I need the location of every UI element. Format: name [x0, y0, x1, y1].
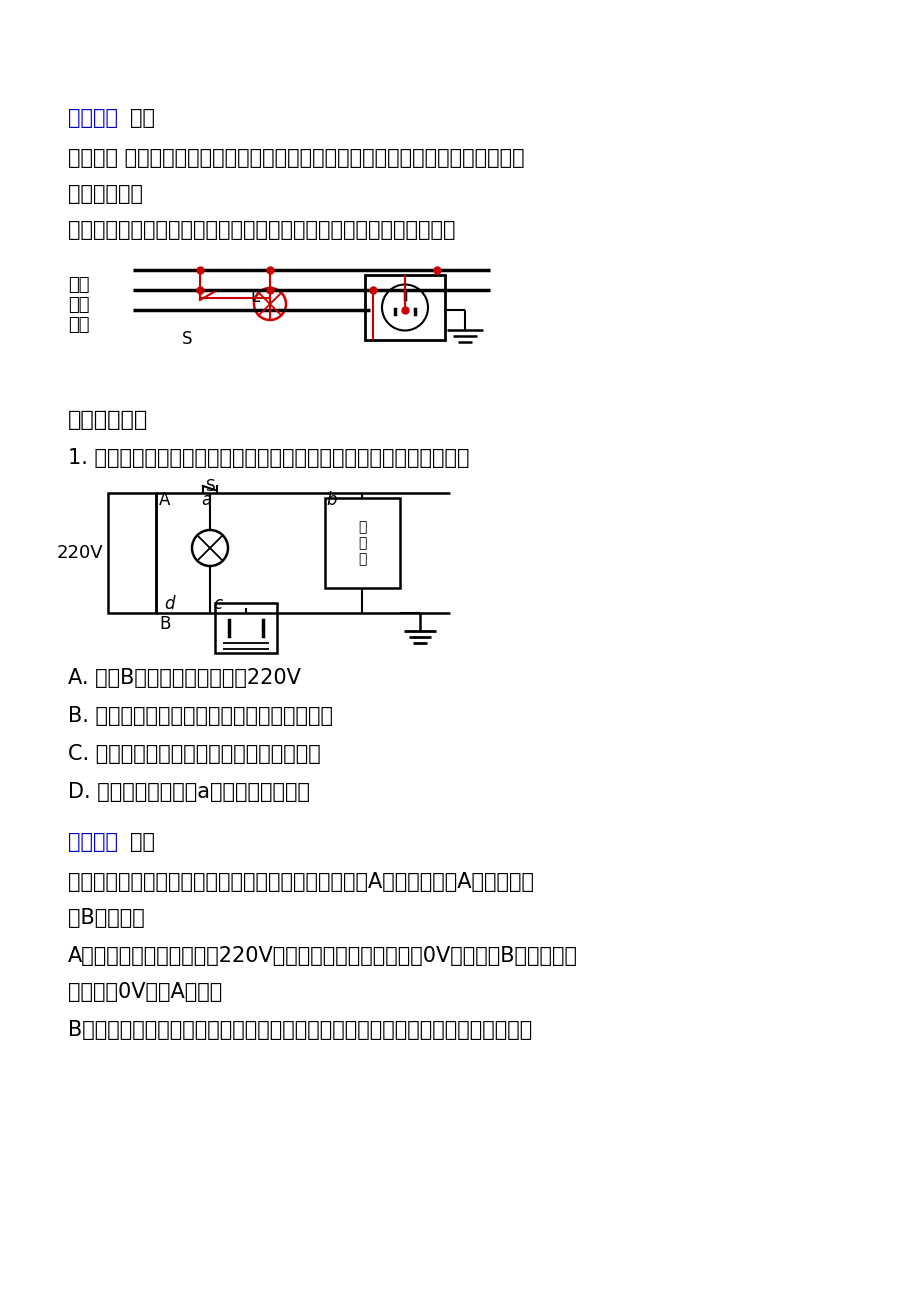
FancyBboxPatch shape: [324, 498, 400, 588]
Text: C. 电饥煎接入三孔插座后与电冰笱是串联的: C. 电饥煎接入三孔插座后与电冰笱是串联的: [68, 744, 321, 764]
FancyBboxPatch shape: [108, 493, 156, 614]
Text: 220V: 220V: [56, 543, 103, 562]
Text: 火线: 火线: [68, 276, 89, 294]
Text: 解：: 解：: [130, 108, 154, 127]
Text: 生触电事故。: 生触电事故。: [68, 185, 142, 204]
Text: 【解答】: 【解答】: [68, 832, 118, 852]
Text: 电
冰
箱: 电 冰 箱: [357, 520, 367, 567]
Text: 【解答】: 【解答】: [68, 108, 118, 127]
Text: 三孔插座的接法：上孔接地线；左孔接零线；右孔接火线。如图所示：: 三孔插座的接法：上孔接地线；左孔接零线；右孔接火线。如图所示：: [68, 220, 455, 240]
Text: A: A: [159, 491, 170, 510]
Text: d: d: [164, 595, 175, 614]
Text: B: B: [159, 615, 170, 633]
Text: 1. 如图所示是正常连接家庭电路的一部分。下列说法正确的是（　　）: 1. 如图所示是正常连接家庭电路的一部分。下列说法正确的是（ ）: [68, 448, 469, 468]
Text: L: L: [250, 289, 259, 306]
Text: S: S: [182, 330, 192, 348]
Text: B. 试电笔插入三孔插座的左插孔，氟管将发光: B. 试电笔插入三孔插座的左插孔，氟管将发光: [68, 706, 333, 725]
Text: 解：: 解：: [130, 832, 154, 852]
Text: 【变式练习】: 【变式练习】: [68, 410, 148, 430]
Text: 地线: 地线: [68, 316, 89, 334]
Text: D. 站在地上的人接触a处金属部分会触电: D. 站在地上的人接触a处金属部分会触电: [68, 783, 310, 802]
Text: B、插座的左孔接零线，右孔接火线，所以试电笔插入三孔插座的左插孔时氟管不发: B、插座的左孔接零线，右孔接火线，所以试电笔插入三孔插座的左插孔时氟管不发: [68, 1020, 532, 1040]
Text: 线B是零线，: 线B是零线，: [68, 907, 144, 928]
FancyBboxPatch shape: [365, 276, 445, 341]
Text: 零线: 零线: [68, 296, 89, 315]
Text: S: S: [206, 478, 216, 494]
Text: b: b: [325, 491, 336, 510]
Text: 灯泡接法 开关要接在火线和灯之间，这样在断开开关能切断火线，接触灯泡不会发: 灯泡接法 开关要接在火线和灯之间，这样在断开开关能切断火线，接触灯泡不会发: [68, 148, 524, 168]
Text: 如图所示是正常连接家庭电路的一部分，开关接在导线A上，所以导线A是火线，导: 如图所示是正常连接家庭电路的一部分，开关接在导线A上，所以导线A是火线，导: [68, 872, 533, 892]
Text: c: c: [213, 595, 221, 614]
FancyBboxPatch shape: [215, 603, 277, 653]
Text: a: a: [200, 491, 211, 510]
Text: A、火线和零线间的电压为220V，零线和大地之间的电压为0V，则导线B与大地之间: A、火线和零线间的电压为220V，零线和大地之间的电压为0V，则导线B与大地之间: [68, 946, 577, 966]
Text: 的电压为0V，故A错误；: 的电压为0V，故A错误；: [68, 982, 222, 1002]
Text: A. 导线B与大地之间的电压为220V: A. 导线B与大地之间的电压为220V: [68, 668, 301, 688]
